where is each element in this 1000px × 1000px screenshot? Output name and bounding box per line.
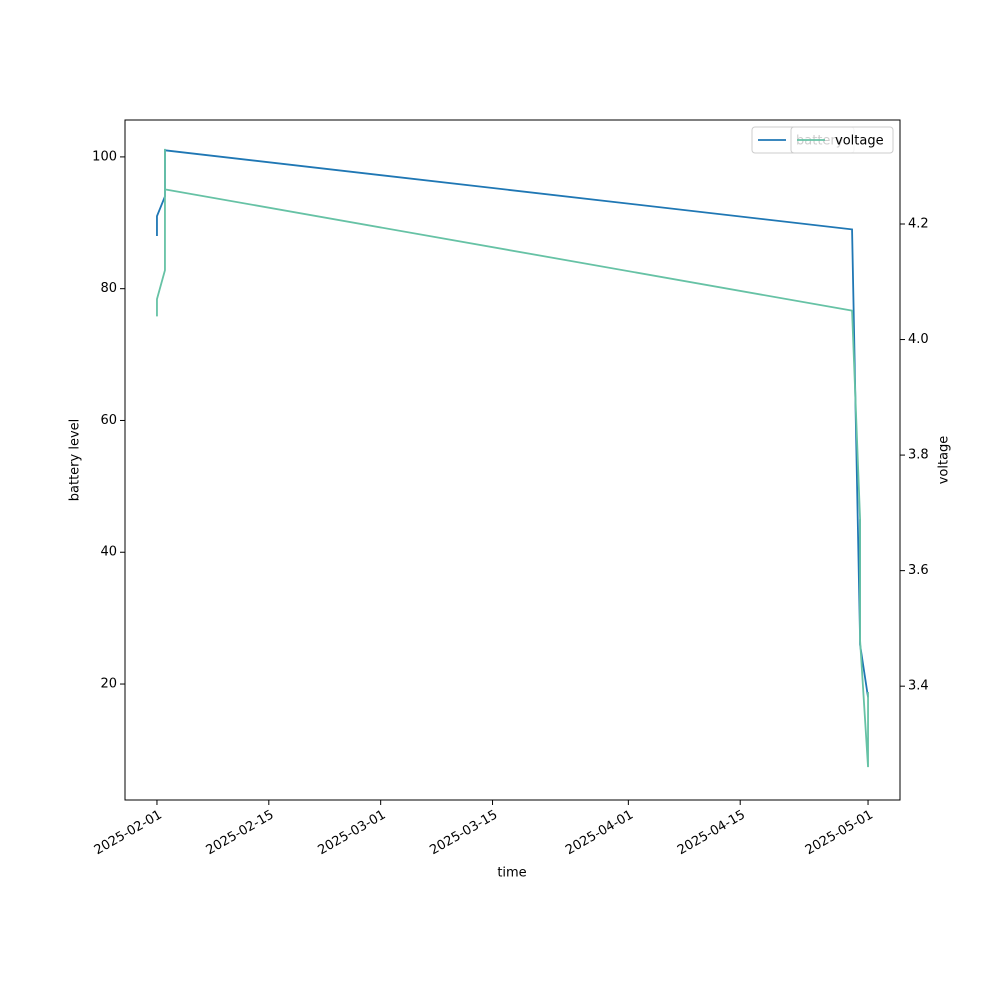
y-axis-label: battery level [68, 419, 83, 502]
x-tick-label: 2025-03-15 [427, 808, 500, 859]
y-tick-label: 20 [100, 677, 117, 692]
y2-axis-label: voltage [937, 436, 952, 485]
y2-tick-label: 3.6 [908, 563, 929, 578]
plot-frame [124, 119, 901, 801]
x-tick-label: 2025-03-01 [315, 808, 388, 859]
data-line [156, 148, 869, 768]
y-tick-label: 40 [100, 545, 117, 560]
data-line [156, 149, 869, 698]
legend-label: voltage [835, 134, 884, 149]
y2-tick-label: 3.4 [908, 679, 929, 694]
y-tick-label: 80 [100, 281, 117, 296]
x-tick-label: 2025-04-01 [563, 808, 636, 859]
x-tick-label: 2025-02-01 [92, 808, 165, 859]
x-tick-label: 2025-04-15 [675, 808, 748, 859]
legend-box [790, 126, 894, 154]
y2-tick-label: 4.0 [908, 332, 929, 347]
x-tick-label: 2025-05-01 [803, 808, 876, 859]
y-tick-label: 100 [92, 149, 117, 164]
x-axis-label: time [497, 866, 526, 881]
y-tick-label: 60 [100, 413, 117, 428]
x-tick-label: 2025-02-15 [204, 808, 277, 859]
y2-tick-label: 4.2 [908, 216, 929, 231]
y2-tick-label: 3.8 [908, 448, 929, 463]
